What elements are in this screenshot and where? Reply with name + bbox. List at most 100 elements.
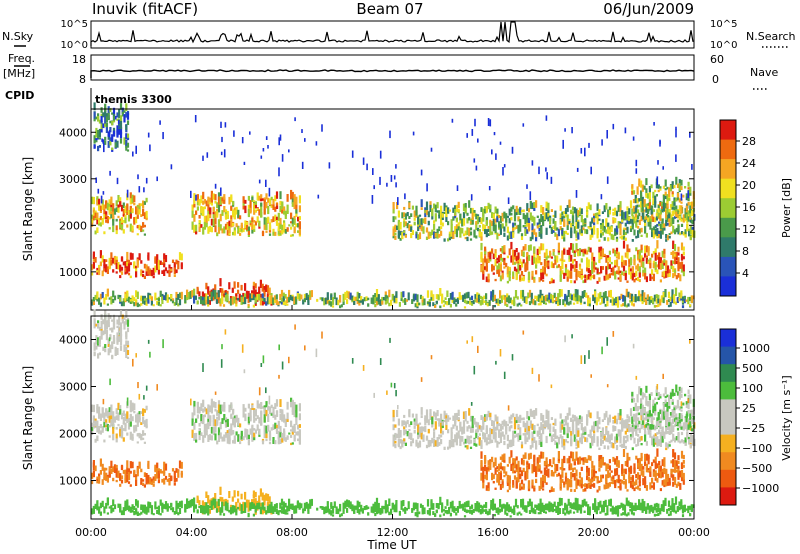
- power-echo-cell: [529, 212, 532, 221]
- power-echo-cell: [517, 216, 520, 221]
- velocity-echo-cell: [630, 502, 634, 511]
- velocity-echo-cell: [504, 505, 507, 514]
- velocity-echo-cell: [615, 505, 618, 511]
- velocity-echo-cell: [478, 433, 481, 436]
- power-echo-cell: [207, 213, 210, 222]
- velocity-echo-cell: [490, 500, 493, 508]
- power-echo-cell: [498, 221, 501, 228]
- power-echo-cell: [605, 266, 608, 275]
- velocity-echo-cell: [625, 497, 628, 506]
- velocity-echo-cell: [122, 509, 125, 516]
- power-echo-cell: [463, 299, 467, 304]
- velocity-echo-cell: [120, 464, 124, 471]
- velocity-echo-cell: [414, 502, 417, 509]
- velocity-echo-cell: [138, 513, 141, 516]
- power-echo-cell: [640, 227, 643, 233]
- power-echo-cell: [557, 242, 560, 251]
- power-echo-cell: [661, 261, 664, 269]
- velocity-echo-cell: [193, 433, 196, 441]
- velocity-echo-cell: [690, 504, 693, 512]
- power-echo-cell: [446, 290, 449, 297]
- power-echo-cell: [578, 210, 582, 215]
- power-echo-cell: [480, 207, 483, 212]
- power-echo-cell: [107, 134, 110, 140]
- power-echo-cell: [557, 264, 560, 268]
- power-echo-cell: [330, 294, 333, 300]
- velocity-echo-cell: [309, 499, 312, 508]
- velocity-echo-cell: [156, 506, 159, 509]
- velocity-echo-cell: [367, 506, 370, 510]
- velocity-echo-cell: [126, 470, 129, 475]
- velocity-echo-cell: [415, 413, 418, 422]
- power-echo-cell: [342, 301, 345, 305]
- velocity-echo-cell: [120, 479, 124, 484]
- power-echo-cell: [485, 206, 488, 213]
- velocity-echo-cell: [412, 503, 416, 511]
- velocity-echo-cell: [419, 503, 423, 508]
- power-echo-cell: [223, 206, 226, 213]
- power-echo-cell: [237, 226, 240, 234]
- power-echo-cell: [109, 140, 112, 146]
- power-echo-cell: [531, 229, 534, 235]
- velocity-echo-cell: [473, 418, 476, 422]
- velocity-echo-cell: [510, 414, 513, 420]
- velocity-echo-cell: [207, 404, 210, 413]
- velocity-echo-cell: [497, 512, 500, 515]
- power-echo-cell: [94, 257, 97, 263]
- velocity-echo-cell: [342, 510, 345, 514]
- power-echo-cell: [431, 209, 434, 217]
- velocity-echo-cell: [238, 502, 241, 510]
- velocity-echo-cell: [91, 480, 94, 485]
- power-echo-cell: [563, 230, 566, 238]
- velocity-echo-cell: [145, 509, 148, 515]
- power-echo-cell: [538, 227, 541, 232]
- velocity-echo-cell: [622, 503, 625, 511]
- power-echo-cell: [640, 180, 643, 188]
- velocity-echo-cell: [112, 411, 115, 420]
- nave-tick-bottom: 0: [712, 73, 719, 86]
- power-echo-cell: [628, 266, 631, 275]
- velocity-echo-cell: [632, 512, 635, 516]
- power-echo-cell: [489, 205, 492, 210]
- velocity-echo-cell: [124, 478, 127, 484]
- power-echo-cell: [119, 275, 122, 279]
- velocity-echo-cell: [131, 402, 134, 411]
- power-echo-cell: [471, 219, 474, 225]
- velocity-echo-cell: [142, 408, 145, 417]
- power-echo-cell: [520, 261, 524, 268]
- velocity-echo-cell: [235, 431, 238, 436]
- power-echo-cell: [598, 213, 601, 217]
- velocity-echo-cell: [175, 478, 178, 482]
- power-echo-cell: [519, 208, 522, 213]
- velocity-echo-cell: [288, 498, 291, 506]
- power-echo-cell: [237, 209, 240, 218]
- power-echo-cell: [163, 295, 166, 300]
- velocity-echo-cell: [488, 508, 491, 515]
- power-echo-cell: [119, 220, 122, 229]
- velocity-echo-cell: [105, 472, 108, 481]
- power-echo-cell: [319, 297, 322, 300]
- power-echo-cell: [574, 289, 577, 298]
- power-echo-cell: [671, 181, 674, 189]
- power-echo-cell: [578, 266, 582, 270]
- power-echo-cell: [575, 261, 578, 269]
- velocity-echo-cell: [569, 502, 572, 509]
- velocity-echo-cell: [214, 419, 217, 427]
- velocity-echo-cell: [293, 438, 296, 442]
- power-echo-cell: [589, 276, 592, 281]
- power-echo-cell: [661, 250, 664, 258]
- power-echo-cell: [209, 207, 212, 215]
- power-echo-cell: [117, 207, 120, 213]
- power-echo-cell: [429, 204, 432, 212]
- velocity-echo-cell: [669, 505, 672, 511]
- velocity-echo-cell: [116, 319, 119, 325]
- power-echo-cell: [503, 245, 506, 252]
- velocity-echo-cell: [230, 427, 233, 436]
- velocity-echo-cell: [606, 509, 609, 516]
- power-echo-cell: [103, 297, 106, 305]
- power-echo-cell: [161, 270, 164, 274]
- power-echo-cell: [281, 201, 284, 209]
- velocity-echo-cell: [115, 408, 118, 415]
- power-echo-cell: [584, 274, 587, 279]
- power-echo-cell: [452, 216, 455, 221]
